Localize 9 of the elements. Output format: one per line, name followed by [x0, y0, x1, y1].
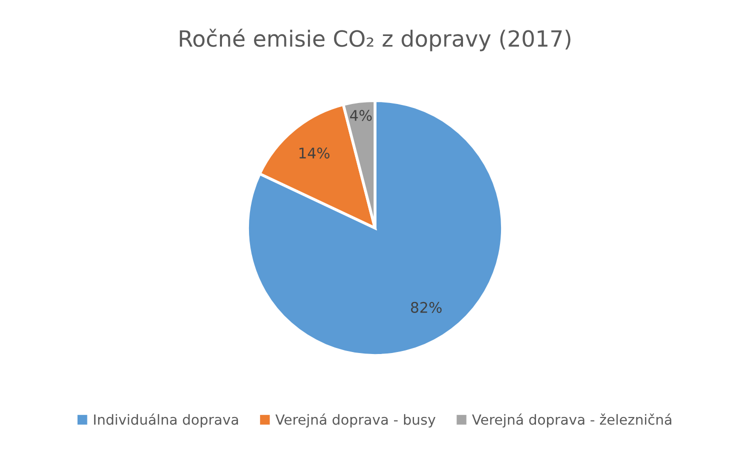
data-label: 82%: [411, 302, 442, 313]
chart-title: Ročné emisie CO₂ z dopravy (2017): [180, 28, 570, 52]
data-label: 4%: [350, 110, 372, 121]
legend-label: Individuálna doprava: [94, 414, 238, 428]
pie-slice: [246, 99, 504, 357]
data-label: 14%: [299, 148, 330, 159]
legend-label: Verejná doprava - busy: [275, 414, 436, 428]
legend-label: Verejná doprava - železničná: [472, 414, 672, 428]
pie-slice: [258, 103, 376, 230]
